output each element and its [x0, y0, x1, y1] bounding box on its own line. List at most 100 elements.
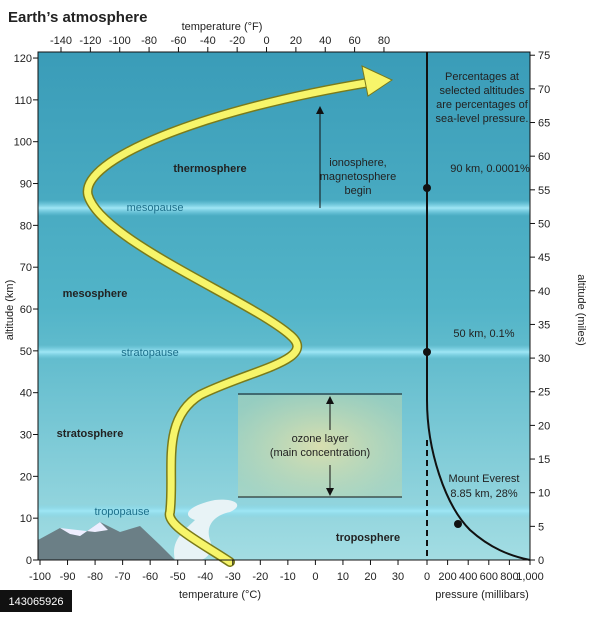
- layer-label: stratosphere: [57, 428, 124, 440]
- tick-label: 20: [538, 420, 550, 432]
- tick-label: 30: [20, 430, 32, 442]
- tick-label: 10: [538, 488, 550, 500]
- tick-label: 20: [290, 35, 302, 47]
- tick-label: 70: [20, 262, 32, 274]
- temperature-arrowhead: [361, 65, 394, 97]
- note-line: selected altitudes: [440, 85, 525, 97]
- tick-label: 200: [438, 571, 456, 583]
- tick-label: 120: [14, 53, 32, 65]
- tick-label: 30: [538, 353, 550, 365]
- tick-label: -50: [170, 571, 186, 583]
- tick-label: 90: [20, 179, 32, 191]
- stratopause-band: [38, 345, 530, 359]
- tick-label: -30: [225, 571, 241, 583]
- tick-label: 50: [20, 346, 32, 358]
- note-line: magnetosphere: [320, 171, 396, 183]
- tick-label: 30: [392, 571, 404, 583]
- tick-label: 45: [538, 252, 550, 264]
- layer-label: mesosphere: [63, 288, 128, 300]
- tick-label: -140: [50, 35, 72, 47]
- tick-label: -80: [141, 35, 157, 47]
- tick-label: 0: [26, 555, 32, 567]
- axis-title: temperature (°C): [179, 589, 261, 601]
- note-line: sea-level pressure.: [436, 113, 529, 125]
- note-line: 90 km, 0.0001%: [450, 163, 530, 175]
- note-line: are percentages of: [436, 99, 529, 111]
- tick-label: 800: [500, 571, 518, 583]
- tick-label: 70: [538, 84, 550, 96]
- tick-label: -20: [229, 35, 245, 47]
- tick-label: 10: [20, 513, 32, 525]
- tick-label: 100: [14, 137, 32, 149]
- tick-label: -60: [142, 571, 158, 583]
- mountains: [38, 522, 175, 560]
- tick-label: 60: [538, 151, 550, 163]
- tick-label: 0: [263, 35, 269, 47]
- temperature-curve: [84, 78, 376, 566]
- percentages-note: Percentages at selected altitudes are pe…: [270, 71, 530, 500]
- tick-label: -100: [29, 571, 51, 583]
- tick-label: -90: [60, 571, 76, 583]
- axis-title: pressure (millibars): [435, 589, 529, 601]
- axis-title: temperature (°F): [182, 21, 263, 33]
- tick-label: 60: [348, 35, 360, 47]
- ozone-box: [238, 395, 402, 497]
- boundary-label: tropopause: [94, 506, 149, 518]
- note-line: Percentages at: [445, 71, 519, 83]
- pressure-curve: [426, 52, 531, 561]
- title: Earth’s atmosphere: [8, 9, 148, 26]
- tick-label: 15: [538, 454, 550, 466]
- note-line: 50 km, 0.1%: [453, 328, 514, 340]
- tick-label: 600: [480, 571, 498, 583]
- tick-label: 40: [319, 35, 331, 47]
- tick-label: -70: [115, 571, 131, 583]
- note-line: ozone layer: [292, 433, 349, 445]
- tick-label: -80: [87, 571, 103, 583]
- tick-label: -10: [280, 571, 296, 583]
- tick-label: 60: [20, 304, 32, 316]
- tick-label: -60: [170, 35, 186, 47]
- layer-label: troposphere: [336, 532, 400, 544]
- tick-label: 10: [337, 571, 349, 583]
- point-50km: [423, 348, 431, 356]
- tick-label: 80: [20, 220, 32, 232]
- tick-label: 5: [538, 521, 544, 533]
- snow: [60, 522, 108, 536]
- tick-label: 75: [538, 50, 550, 62]
- tick-label: 20: [364, 571, 376, 583]
- tick-label: 20: [20, 471, 32, 483]
- tick-label: 40: [20, 388, 32, 400]
- point-90km: [423, 184, 431, 192]
- tick-label: 55: [538, 185, 550, 197]
- tick-label: 35: [538, 319, 550, 331]
- note-line: ionosphere,: [329, 157, 387, 169]
- plot-frame: [37, 51, 531, 561]
- tick-label: 1,000: [516, 571, 544, 583]
- tropopause-band: [38, 504, 530, 518]
- tick-label: 25: [538, 387, 550, 399]
- note-line: 8.85 km, 28%: [450, 488, 517, 500]
- cloud: [174, 499, 238, 560]
- axis-title: altitude (miles): [575, 274, 587, 346]
- tick-label: 80: [378, 35, 390, 47]
- tick-label: 400: [459, 571, 477, 583]
- tick-label: -40: [200, 35, 216, 47]
- tick-label: 50: [538, 218, 550, 230]
- tick-label: 0: [424, 571, 430, 583]
- tick-label: -120: [79, 35, 101, 47]
- note-line: (main concentration): [270, 447, 370, 459]
- tick-label: 0: [538, 555, 544, 567]
- tick-label: -40: [197, 571, 213, 583]
- mesopause-band: [38, 200, 530, 216]
- boundary-label: mesopause: [127, 202, 184, 214]
- tick-label: 0: [312, 571, 318, 583]
- tick-label: -100: [109, 35, 131, 47]
- tick-label: 65: [538, 118, 550, 130]
- tick-label: -20: [252, 571, 268, 583]
- note-line: Mount Everest: [449, 473, 520, 485]
- tick-label: 40: [538, 286, 550, 298]
- point-everest: [454, 520, 462, 528]
- boundary-label: stratopause: [121, 347, 178, 359]
- layer-label: thermosphere: [173, 163, 246, 175]
